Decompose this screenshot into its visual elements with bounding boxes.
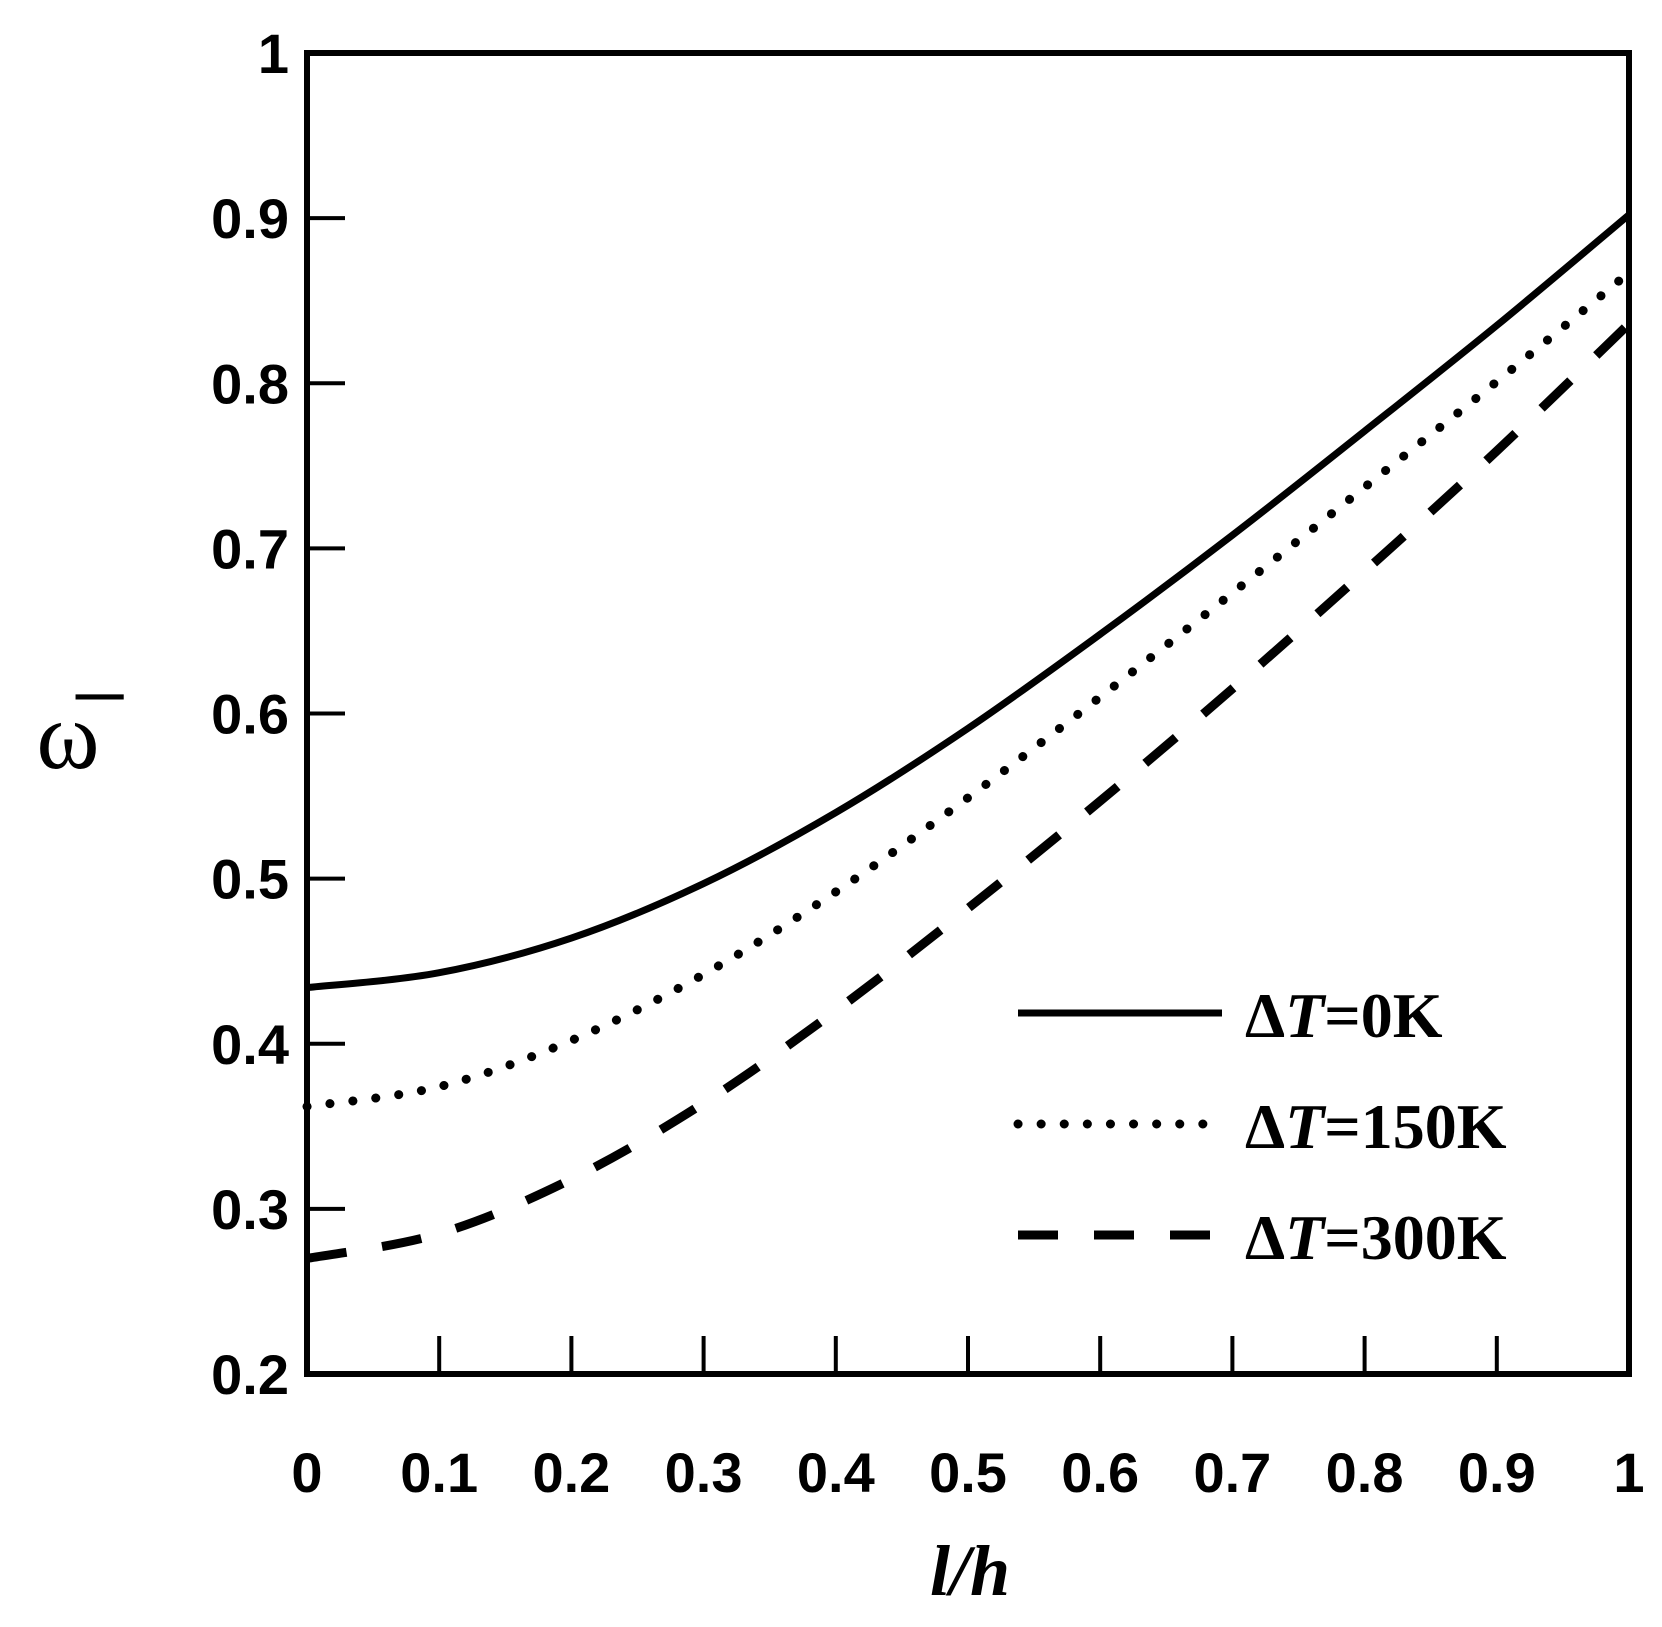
legend-label-prefix: Δ [1245, 1091, 1285, 1162]
y-tick-label: 0.6 [211, 683, 289, 746]
y-tick-labels: 0.2 0.3 0.4 0.5 0.6 0.7 0.8 0.9 1 [211, 22, 289, 1406]
legend-label-suffix: =0K [1324, 980, 1442, 1051]
series-line-1 [302, 268, 1634, 1111]
x-tick-label: 1 [1613, 1441, 1644, 1504]
legend-label-italic: T [1285, 1091, 1327, 1162]
x-tick-label: 0 [291, 1441, 322, 1504]
y-axis-label: ω̅ [36, 682, 124, 789]
legend-label-italic: T [1285, 1202, 1327, 1273]
legend-label-0: ΔT=0K [1245, 980, 1443, 1051]
y-tick-label: 0.5 [211, 848, 289, 911]
y-tick-label: 0.8 [211, 352, 289, 415]
plot-frame [304, 50, 1632, 1377]
x-ticks [437, 1336, 1499, 1374]
legend-label-prefix: Δ [1245, 980, 1285, 1051]
legend-label-2: ΔT=300K [1245, 1202, 1507, 1273]
legend-label-1: ΔT=150K [1245, 1091, 1507, 1162]
x-tick-label: 0.4 [797, 1441, 875, 1504]
x-tick-label: 0.8 [1326, 1441, 1404, 1504]
legend-label-suffix: =150K [1324, 1091, 1506, 1162]
legend-label-suffix: =300K [1324, 1202, 1506, 1273]
x-tick-label: 0.2 [532, 1441, 610, 1504]
y-tick-label: 0.2 [211, 1343, 289, 1406]
series-line-2 [306, 320, 1633, 1263]
x-tick-labels: 0 0.1 0.2 0.3 0.4 0.5 0.6 0.7 0.8 0.9 1 [291, 1441, 1644, 1504]
x-axis-label: l/h [930, 1531, 1010, 1611]
x-tick-label: 0.7 [1193, 1441, 1271, 1504]
x-tick-label: 0.9 [1458, 1441, 1536, 1504]
y-tick-label: 0.9 [211, 187, 289, 250]
legend-label-italic: T [1285, 980, 1327, 1051]
y-tick-label: 0.4 [211, 1013, 289, 1076]
y-tick-label: 0.7 [211, 517, 289, 580]
y-tick-label: 0.3 [211, 1178, 289, 1241]
x-tick-label: 0.5 [929, 1441, 1007, 1504]
series-line-0 [306, 212, 1632, 992]
y-tick-label: 1 [258, 22, 289, 85]
x-tick-label: 0.6 [1061, 1441, 1139, 1504]
y-ticks [307, 216, 345, 1211]
x-tick-label: 0.1 [400, 1441, 478, 1504]
x-tick-label: 0.3 [665, 1441, 743, 1504]
legend-label-prefix: Δ [1245, 1202, 1285, 1273]
plot-lines [302, 212, 1634, 1263]
